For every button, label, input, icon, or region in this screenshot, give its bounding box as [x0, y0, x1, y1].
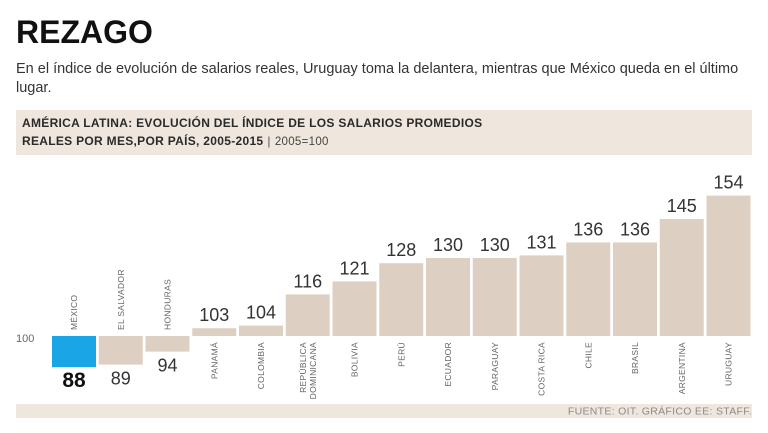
value-label-10: 131: [526, 232, 556, 252]
category-label-7: PERÚ: [396, 342, 406, 367]
value-label-5: 116: [293, 271, 322, 291]
title-separator: |: [267, 134, 271, 148]
bars-group: 88 MÉXICO 89 EL SALVADOR 94 HONDURAS 103 PANAMÁ…: [52, 173, 751, 399]
bar-0: [52, 336, 96, 368]
category-label-8: ECUADOR: [443, 342, 453, 387]
source-note: FUENTE: OIT. GRÁFICO EE: STAFF.: [568, 405, 752, 418]
bar-1: [98, 336, 143, 365]
bar-3: [192, 328, 237, 336]
category-label-3: PANAMÁ: [209, 342, 219, 379]
value-label-0: 88: [62, 369, 86, 392]
category-label-14: URUGUAY: [724, 342, 734, 386]
value-label-11: 136: [573, 219, 603, 239]
bar-10: [519, 255, 564, 336]
baseline-label: 100: [16, 333, 34, 345]
value-label-9: 130: [480, 235, 510, 255]
page-subtitle: En el índice de evolución de salarios re…: [16, 61, 739, 96]
bar-4: [239, 325, 283, 336]
page-title: REZAGO: [16, 14, 153, 50]
bar-5: [285, 294, 330, 336]
bottom-strip: [16, 404, 752, 418]
category-label-9: PARAGUAY: [490, 342, 500, 390]
category-label-1: EL SALVADOR: [116, 269, 126, 330]
value-label-4: 104: [246, 303, 276, 323]
chart-title-line-2: REALES POR MES,POR PAÍS, 2005-2015 | 2005=…: [22, 134, 329, 148]
value-label-8: 130: [433, 235, 463, 255]
category-label-6: BOLIVIA: [350, 342, 360, 377]
value-label-13: 145: [667, 196, 697, 216]
bar-11: [566, 242, 611, 336]
bar-2: [145, 336, 190, 352]
value-label-3: 103: [199, 305, 229, 325]
category-label-0: MÉXICO: [69, 295, 79, 330]
category-label-12: BRASIL: [630, 342, 640, 374]
bar-8: [426, 258, 470, 336]
value-label-14: 154: [713, 173, 743, 193]
value-label-12: 136: [620, 219, 650, 239]
value-label-1: 89: [111, 369, 131, 389]
value-label-7: 128: [386, 240, 416, 260]
value-label-2: 94: [157, 356, 177, 376]
category-label-10: COSTA RICA: [537, 342, 547, 396]
category-label-4: COLOMBIA: [256, 342, 266, 389]
category-label-2: HONDURAS: [163, 279, 173, 330]
chart-title-panel: [16, 110, 752, 155]
bar-6: [332, 281, 377, 336]
bar-9: [472, 258, 517, 336]
bar-12: [613, 242, 657, 336]
chart-title-line-2-text: REALES POR MES,POR PAÍS, 2005-2015: [22, 134, 264, 148]
bar-14: [706, 195, 751, 336]
base-year-note: 2005=100: [274, 136, 329, 148]
chart-title-line-1: AMÉRICA LATINA: EVOLUCIÓN DEL ÍNDICE DE …: [22, 116, 483, 130]
category-label-13: ARGENTINA: [677, 342, 687, 394]
bar-13: [659, 219, 704, 336]
category-label-5: REPÚBLICADOMINICANA: [298, 342, 318, 399]
value-label-6: 121: [339, 258, 369, 278]
category-label-11: CHILE: [583, 342, 593, 369]
bar-7: [379, 263, 424, 336]
